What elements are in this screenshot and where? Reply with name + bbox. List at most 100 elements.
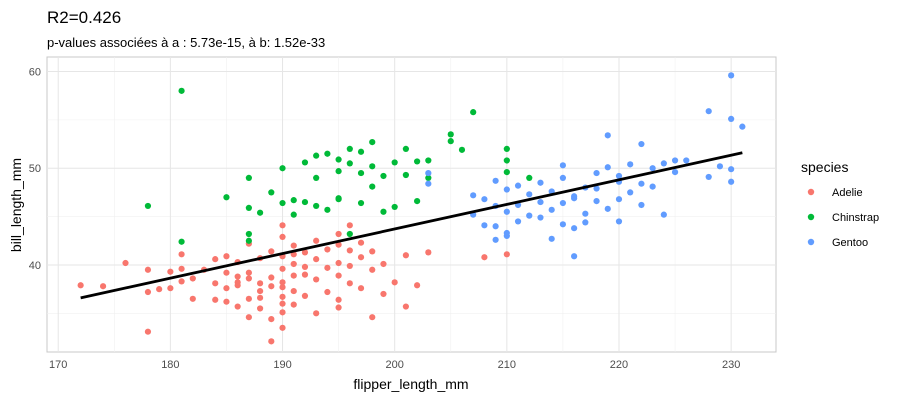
data-point: [245, 269, 252, 276]
data-point: [537, 214, 544, 221]
data-point: [425, 169, 432, 177]
data-point: [144, 328, 152, 335]
data-point: [615, 172, 623, 180]
data-point: [324, 206, 331, 213]
x-tick-label: 210: [498, 359, 516, 371]
data-point: [638, 180, 645, 187]
data-point: [503, 168, 510, 176]
data-point: [290, 301, 297, 308]
data-point: [167, 268, 174, 275]
data-point: [256, 305, 264, 312]
data-point: [537, 198, 544, 206]
data-point: [268, 283, 275, 290]
data-point: [402, 145, 409, 152]
data-point: [234, 282, 241, 289]
y-tick-label: 50: [29, 163, 41, 175]
data-point: [503, 145, 510, 152]
data-point: [122, 259, 129, 267]
chart-subtitle: p-values associées à a : 5.73e-15, à b: …: [47, 35, 325, 50]
data-point: [279, 293, 286, 300]
legend-label-adelie: Adelie: [832, 187, 863, 199]
data-point: [503, 186, 510, 193]
data-point: [380, 260, 387, 268]
data-point: [346, 280, 353, 287]
data-point: [582, 219, 589, 226]
data-point: [256, 287, 264, 295]
y-tick-label: 60: [29, 67, 41, 79]
data-point: [223, 253, 230, 260]
data-point: [279, 199, 286, 207]
data-point: [402, 303, 409, 310]
data-point: [290, 197, 297, 204]
data-point: [346, 222, 353, 229]
data-point: [604, 164, 611, 171]
data-point: [178, 238, 185, 245]
data-point: [414, 198, 421, 205]
data-point: [301, 271, 309, 278]
data-point: [313, 174, 320, 182]
data-point: [189, 275, 196, 282]
data-point: [671, 157, 679, 164]
data-point: [357, 285, 365, 292]
data-point: [716, 163, 724, 170]
data-point: [683, 157, 690, 164]
data-point: [728, 115, 735, 123]
data-point: [99, 283, 107, 290]
data-point: [189, 295, 196, 302]
data-point: [391, 203, 398, 211]
data-point: [369, 248, 376, 255]
data-point: [559, 199, 567, 207]
data-point: [458, 146, 466, 153]
y-axis-ticks: 40 50 60: [29, 67, 41, 272]
data-point: [346, 262, 353, 270]
data-point: [369, 163, 376, 170]
data-point: [324, 150, 331, 157]
data-point: [268, 248, 275, 255]
x-tick-label: 190: [273, 359, 291, 371]
legend-label-chinstrap: Chinstrap: [832, 212, 879, 224]
data-point: [223, 269, 230, 276]
data-point: [167, 285, 174, 292]
data-point: [627, 161, 634, 168]
data-point: [514, 182, 522, 189]
data-point: [178, 278, 185, 285]
data-point: [414, 158, 421, 165]
data-point: [357, 148, 365, 155]
data-point: [212, 256, 219, 263]
data-point: [593, 185, 600, 192]
data-point: [369, 183, 376, 190]
data-point: [256, 209, 264, 216]
data-point: [335, 168, 342, 175]
data-point: [245, 275, 252, 282]
data-point: [660, 211, 667, 218]
data-point: [268, 316, 275, 323]
data-point: [492, 223, 499, 230]
data-point: [357, 169, 365, 177]
data-point: [178, 251, 185, 258]
data-point: [290, 242, 297, 249]
legend: species Adelie Chinstrap Gentoo: [801, 159, 879, 249]
data-point: [447, 131, 454, 138]
plot-panel: [46, 56, 777, 353]
data-point: [481, 222, 488, 229]
data-point: [447, 138, 454, 145]
data-point: [425, 174, 432, 182]
x-axis-ticks: 170 180 190 200 210 220 230: [49, 359, 740, 371]
data-point: [470, 192, 477, 199]
data-point: [604, 132, 611, 139]
data-point: [514, 218, 522, 225]
data-point: [279, 165, 286, 172]
data-point: [212, 296, 219, 303]
data-point: [301, 292, 309, 300]
data-point: [739, 123, 746, 130]
data-point: [649, 183, 656, 190]
data-point: [324, 288, 331, 296]
data-point: [245, 314, 252, 321]
data-point: [335, 241, 342, 248]
data-point: [335, 196, 342, 203]
data-point: [301, 249, 309, 256]
data-point: [313, 202, 320, 210]
data-point: [268, 338, 275, 345]
legend-key-adelie: [807, 188, 815, 196]
